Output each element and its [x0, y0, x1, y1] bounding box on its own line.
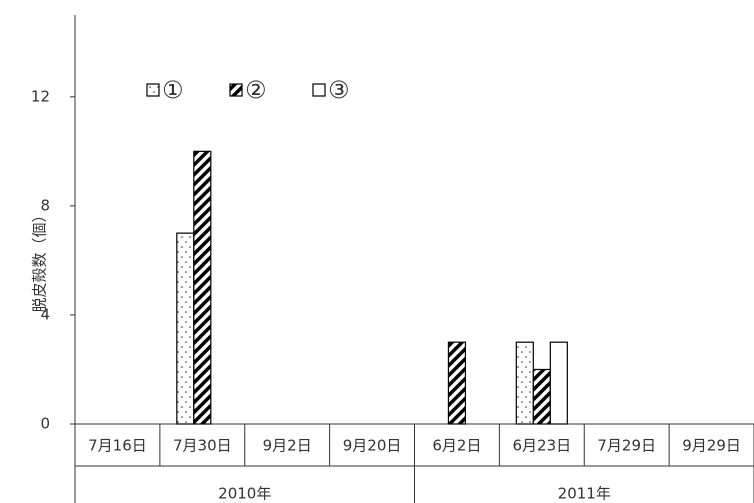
legend-label: ② [245, 76, 267, 104]
x-tick-label: 7月30日 [173, 437, 232, 455]
legend-label: ① [162, 76, 184, 104]
y-tick-label: 0 [40, 415, 50, 433]
group-label: 2011年 [558, 485, 611, 503]
x-tick-label: 9月2日 [263, 437, 312, 455]
bar [447, 341, 467, 425]
y-tick-label: 8 [40, 196, 50, 214]
group-label: 2010年 [218, 485, 271, 503]
x-tick-label: 9月20日 [343, 437, 402, 455]
bar [532, 368, 551, 425]
legend-label: ③ [328, 76, 350, 104]
y-axis-label: 脱皮殻数（個） [31, 207, 49, 312]
y-tick-label: 12 [31, 87, 50, 105]
bar [176, 232, 195, 425]
legend-swatch [312, 83, 326, 97]
x-tick-label: 6月23日 [512, 437, 571, 455]
bar [193, 150, 212, 425]
x-tick-label: 6月2日 [432, 437, 481, 455]
x-tick-label: 7月29日 [597, 437, 656, 455]
x-tick-label: 7月16日 [88, 437, 147, 455]
legend-swatch [229, 83, 243, 97]
bar [549, 341, 568, 425]
bar [515, 341, 534, 425]
x-tick-label: 9月29日 [682, 437, 741, 455]
y-tick-label: 4 [40, 305, 50, 323]
legend-swatch [146, 83, 160, 97]
